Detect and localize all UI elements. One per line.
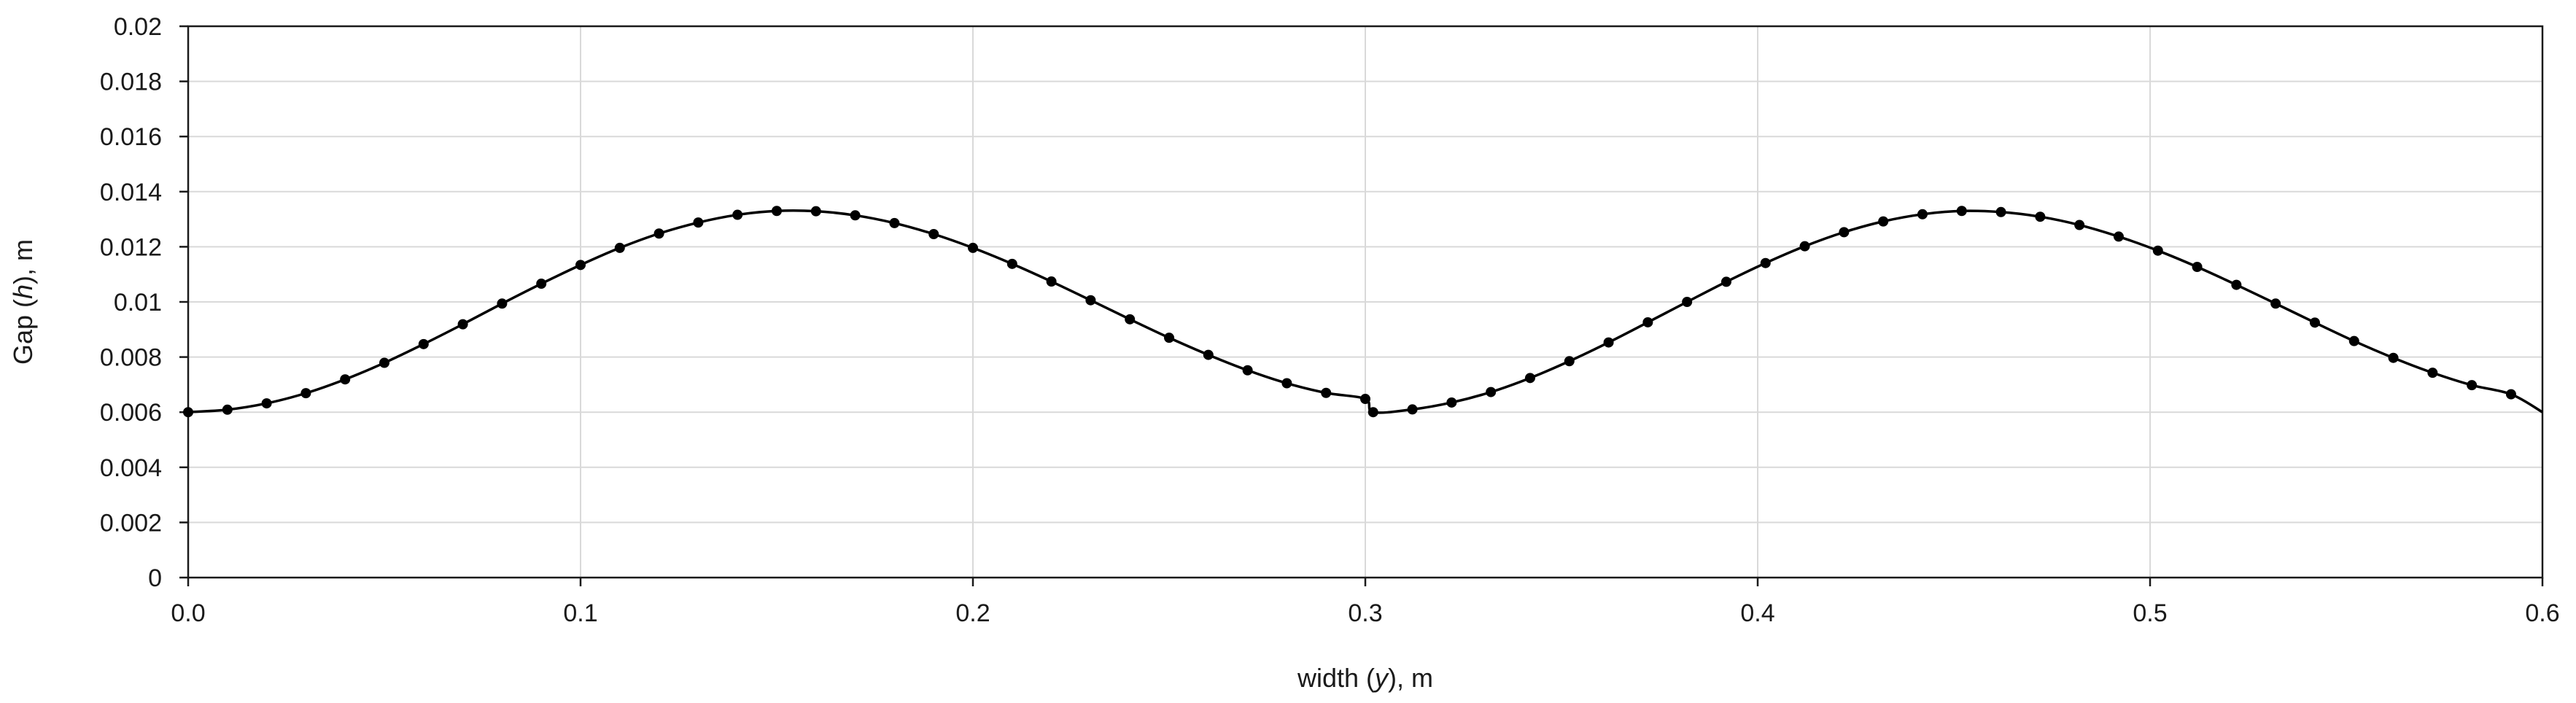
data-point: [575, 260, 586, 271]
data-point: [1367, 407, 1378, 418]
data-point: [457, 319, 468, 330]
data-point: [1956, 206, 1967, 217]
data-point: [536, 279, 547, 290]
data-point: [2388, 352, 2399, 363]
axis-variable: h: [8, 284, 38, 299]
data-point: [1486, 387, 1497, 397]
y-axis-title: Gap (h), m: [8, 239, 38, 365]
data-point: [1407, 404, 1418, 415]
plot-frame: [187, 25, 2544, 579]
data-point: [772, 206, 782, 217]
y-tick-label: 0.014: [100, 179, 162, 206]
data-point: [1446, 397, 1457, 408]
axes: [179, 25, 2544, 586]
data-point: [1360, 394, 1370, 405]
data-point: [1321, 387, 1332, 398]
data-point: [2309, 317, 2320, 328]
data-point: [418, 338, 429, 349]
axis-title-text: ), m: [8, 239, 38, 284]
data-point: [1281, 378, 1292, 389]
data-point: [2231, 279, 2242, 290]
x-tick-label: 0.2: [955, 599, 990, 627]
data-point: [183, 407, 193, 418]
data-point: [1720, 276, 1731, 287]
x-tick-label: 0.6: [2525, 599, 2559, 627]
y-tick-label: 0: [148, 564, 162, 592]
data-point: [1203, 349, 1214, 360]
data-point: [1760, 257, 1771, 268]
grid: [188, 26, 2542, 578]
x-tick-labels: 0.0 0.1 0.2 0.3 0.4 0.5 0.6: [171, 599, 2559, 627]
data-point: [850, 210, 861, 221]
x-tick-label: 0.0: [171, 599, 205, 627]
data-point: [1524, 373, 1535, 384]
data-point: [340, 374, 351, 385]
data-point: [2074, 220, 2085, 230]
data-point: [1799, 241, 1810, 252]
data-point: [2270, 298, 2281, 309]
data-point: [1917, 209, 1928, 220]
y-tick-label: 0.002: [100, 509, 162, 537]
data-point: [732, 209, 743, 220]
data-point: [614, 242, 625, 253]
y-tick-label: 0.018: [100, 69, 162, 96]
x-axis-title: width (y), m: [1297, 663, 1433, 693]
data-point: [889, 217, 900, 228]
data-point: [222, 404, 233, 415]
y-tick-label: 0.01: [114, 289, 162, 316]
data-point: [2348, 335, 2359, 346]
data-point: [693, 217, 704, 228]
x-tick-label: 0.3: [1348, 599, 1382, 627]
data-point: [1603, 337, 1614, 348]
y-tick-labels: 0 0.002 0.004 0.006 0.008 0.01 0.012 0.014 0.016…: [100, 13, 162, 592]
data-point: [1125, 314, 1136, 325]
y-tick-label: 0.016: [100, 123, 162, 151]
data-point: [2427, 368, 2438, 378]
data-point: [1995, 206, 2006, 217]
data-point: [1242, 365, 1253, 376]
y-tick-label: 0.012: [100, 233, 162, 261]
data-point: [300, 388, 311, 399]
data-point: [1006, 258, 1017, 269]
y-tick-label: 0.006: [100, 399, 162, 427]
x-tick-label: 0.4: [1740, 599, 1774, 627]
x-tick-label: 0.5: [2133, 599, 2167, 627]
data-point: [379, 357, 389, 368]
data-point: [1564, 356, 1575, 367]
data-point: [261, 398, 272, 409]
y-tick-label: 0.02: [114, 13, 162, 41]
data-point: [2505, 389, 2516, 400]
data-point: [928, 229, 939, 240]
data-point: [2035, 211, 2046, 222]
axis-title-text: Gap (: [8, 299, 38, 365]
data-point: [1839, 227, 1850, 238]
data-point: [2152, 245, 2163, 256]
axis-title-text: ), m: [1388, 663, 1433, 693]
data-point: [2467, 380, 2478, 391]
axis-variable: y: [1373, 663, 1389, 693]
y-tick-label: 0.008: [100, 344, 162, 372]
x-tick-label: 0.1: [563, 599, 597, 627]
data-point: [1164, 333, 1174, 343]
data-point: [1682, 297, 1693, 307]
data-point: [1642, 316, 1653, 327]
data-point: [2113, 231, 2124, 242]
y-tick-label: 0.004: [100, 454, 162, 482]
data-point: [968, 242, 978, 253]
data-point: [1046, 276, 1057, 287]
data-point: [810, 206, 821, 217]
series-layer: [183, 206, 2543, 418]
data-point: [1878, 216, 1889, 227]
axis-title-text: width (: [1297, 663, 1375, 693]
data-point: [2192, 261, 2203, 272]
data-point: [1085, 295, 1096, 306]
data-point: [653, 228, 664, 239]
data-point: [497, 298, 508, 309]
